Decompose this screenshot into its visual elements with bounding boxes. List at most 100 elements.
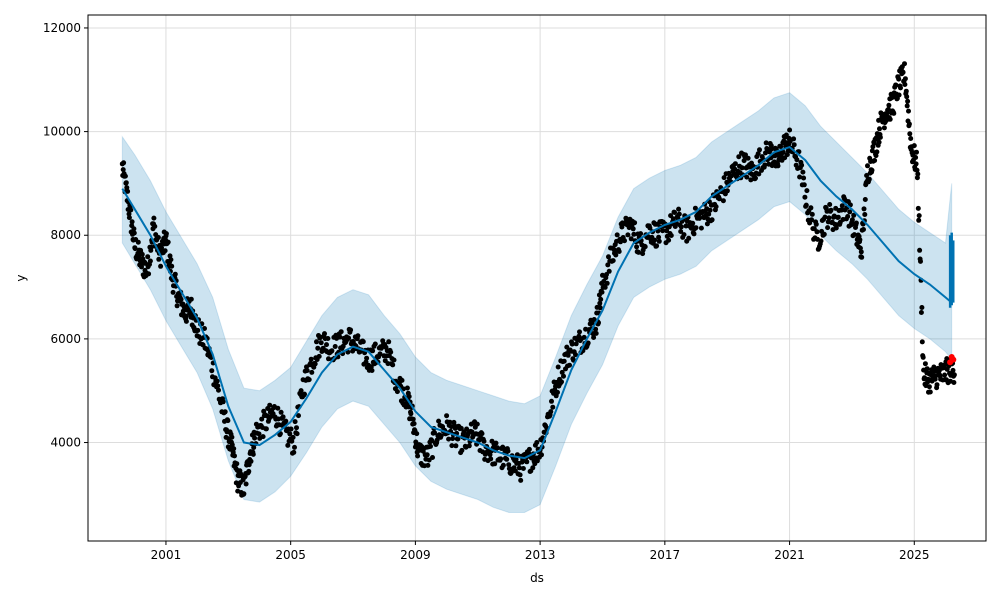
observed-point — [604, 280, 610, 286]
observed-point — [598, 296, 604, 302]
observed-point — [391, 357, 397, 363]
observed-point — [845, 214, 851, 219]
observed-point — [288, 426, 294, 432]
observed-point — [802, 194, 808, 200]
x-tick-label: 2013 — [525, 548, 556, 562]
observed-point — [602, 284, 608, 290]
observed-point — [524, 459, 530, 465]
observed-point — [862, 197, 868, 202]
observed-point — [681, 232, 687, 238]
observed-point — [168, 257, 174, 263]
observed-point — [246, 468, 252, 474]
observed-point — [302, 391, 307, 397]
observed-point — [915, 171, 921, 177]
observed-point — [915, 205, 921, 211]
observed-point — [801, 175, 807, 181]
observed-point — [370, 348, 376, 354]
observed-point — [804, 188, 810, 194]
observed-point — [195, 327, 201, 333]
observed-point — [808, 205, 814, 211]
observed-point — [616, 249, 622, 254]
observed-point — [380, 338, 386, 344]
observed-point — [791, 142, 797, 148]
observed-point — [857, 245, 863, 251]
observed-point — [132, 246, 138, 252]
observed-point — [906, 108, 911, 114]
observed-point — [425, 462, 431, 468]
observed-point — [918, 310, 924, 315]
observed-point — [656, 238, 662, 244]
observed-point — [691, 231, 697, 237]
observed-point — [131, 230, 137, 236]
observed-point — [267, 402, 273, 408]
observed-point — [925, 376, 931, 382]
observed-point — [636, 249, 642, 255]
observed-point — [506, 462, 512, 468]
observed-point — [399, 377, 405, 383]
observed-point — [314, 339, 319, 345]
observed-point — [886, 102, 892, 108]
observed-point — [585, 340, 591, 346]
observed-point — [520, 466, 526, 471]
observed-point — [573, 341, 579, 347]
observed-point — [231, 446, 237, 452]
observed-point — [951, 380, 957, 385]
observed-point — [914, 149, 919, 155]
observed-point — [920, 354, 926, 360]
observed-point — [704, 221, 710, 227]
observed-point — [647, 225, 653, 231]
observed-point — [891, 110, 897, 116]
observed-point — [803, 202, 809, 208]
observed-point — [290, 434, 296, 440]
highlight-points-group — [947, 354, 957, 366]
observed-point — [493, 440, 499, 446]
observed-point — [444, 413, 450, 419]
observed-point — [411, 421, 417, 427]
observed-point — [904, 94, 910, 100]
observed-point — [360, 339, 366, 345]
observed-point — [654, 243, 660, 249]
observed-point — [183, 313, 189, 319]
observed-point — [877, 126, 882, 132]
observed-point — [632, 220, 638, 226]
observed-point — [724, 188, 730, 194]
observed-point — [593, 330, 599, 336]
observed-point — [835, 214, 841, 220]
observed-point — [739, 165, 745, 171]
observed-point — [709, 217, 715, 223]
observed-point — [799, 162, 805, 168]
observed-point — [672, 210, 678, 215]
observed-point — [225, 418, 231, 424]
observed-point — [642, 244, 648, 250]
observed-point — [926, 384, 932, 390]
observed-point — [613, 252, 619, 258]
observed-point — [202, 326, 207, 331]
observed-point — [696, 215, 702, 221]
observed-point — [625, 232, 631, 238]
observed-point — [720, 198, 726, 204]
x-tick-label: 2005 — [275, 548, 306, 562]
observed-point — [670, 216, 676, 222]
observed-point — [866, 176, 872, 182]
observed-point — [692, 205, 698, 211]
observed-point — [369, 368, 375, 373]
x-tick-label: 2017 — [650, 548, 681, 562]
observed-point — [755, 151, 761, 157]
observed-point — [690, 220, 696, 226]
observed-point — [668, 233, 674, 238]
observed-point — [287, 431, 293, 437]
observed-point — [934, 382, 940, 388]
observed-point — [622, 238, 627, 244]
observed-point — [312, 361, 318, 367]
observed-point — [121, 160, 127, 166]
observed-point — [220, 399, 226, 405]
observed-point — [871, 140, 877, 146]
observed-point — [821, 231, 827, 237]
observed-point — [404, 385, 410, 391]
observed-point — [256, 431, 262, 437]
observed-point — [606, 254, 611, 260]
observed-point — [285, 442, 291, 448]
observed-point — [922, 361, 928, 367]
observed-point — [408, 411, 414, 417]
